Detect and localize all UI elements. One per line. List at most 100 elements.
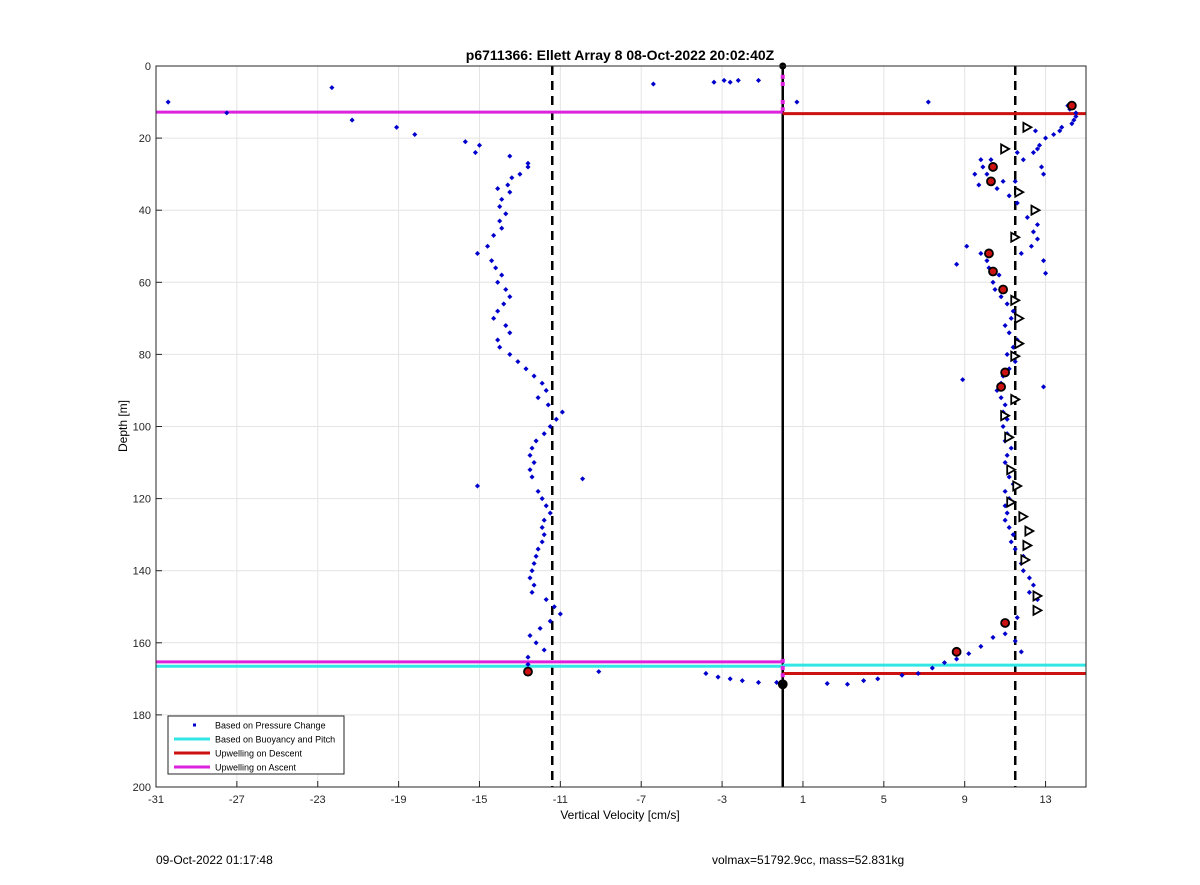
- data-point: [474, 250, 481, 257]
- legend-label: Based on Pressure Change: [215, 721, 326, 731]
- data-point: [551, 604, 557, 610]
- data-point: [507, 351, 513, 357]
- ascent-marker: [780, 82, 785, 87]
- data-point: [824, 680, 830, 687]
- triangle-marker: [1000, 142, 1011, 155]
- zero-line-marker: [779, 680, 787, 688]
- data-point: [1006, 474, 1012, 480]
- descent-marker: [1066, 100, 1077, 111]
- data-point: [1034, 146, 1041, 152]
- data-point: [507, 294, 513, 300]
- data-point: [1000, 423, 1006, 430]
- data-point: [899, 672, 905, 678]
- x-tick-label: 5: [881, 794, 887, 806]
- x-tick-label: 1: [800, 794, 806, 806]
- ascent-marker: [780, 673, 785, 678]
- data-point: [497, 344, 503, 350]
- data-point: [1024, 214, 1030, 220]
- data-point: [509, 175, 515, 181]
- data-point: [1006, 330, 1012, 336]
- data-point: [972, 171, 978, 177]
- upwelling-lines: [156, 74, 1086, 678]
- data-point: [497, 218, 503, 224]
- triangle-marker: [1004, 431, 1016, 444]
- data-point: [547, 618, 553, 624]
- triangle-marker: [1006, 463, 1018, 476]
- data-point: [394, 124, 400, 130]
- legend: Based on Pressure Change Based on Buoyanc…: [167, 715, 345, 775]
- descent-marker: [523, 666, 533, 677]
- data-point: [1034, 222, 1041, 228]
- data-point: [929, 665, 935, 671]
- data-point: [1038, 164, 1045, 170]
- data-point: [495, 279, 501, 285]
- y-tick-label: 0: [145, 61, 151, 73]
- data-point: [515, 359, 521, 365]
- data-point: [1012, 546, 1018, 552]
- data-point: [412, 131, 418, 138]
- data-point: [998, 395, 1004, 401]
- data-point: [1004, 301, 1010, 307]
- data-point: [495, 337, 501, 343]
- data-point: [529, 568, 535, 574]
- data-point: [527, 452, 533, 458]
- data-point: [1030, 149, 1036, 156]
- data-point: [1057, 128, 1063, 134]
- data-point: [875, 676, 881, 682]
- y-tick-label: 180: [133, 710, 151, 722]
- data-point: [1051, 131, 1057, 138]
- descent-marker: [986, 176, 996, 187]
- data-point: [1002, 517, 1008, 523]
- x-tick-label: -23: [310, 794, 326, 806]
- data-point: [533, 438, 539, 444]
- triangle-marker: [1014, 337, 1026, 350]
- descent-marker: [988, 266, 998, 277]
- data-point: [472, 149, 478, 156]
- data-point: [941, 660, 948, 666]
- descent-marker: [1000, 618, 1011, 628]
- y-tick-label: 80: [139, 349, 151, 361]
- data-point: [755, 679, 762, 686]
- data-point: [224, 110, 230, 116]
- data-point: [537, 625, 543, 631]
- data-point: [539, 539, 545, 545]
- data-point: [499, 272, 505, 278]
- data-point: [1008, 315, 1014, 321]
- data-point: [495, 308, 501, 314]
- ascent-marker: [780, 658, 785, 663]
- triangle-marker: [1018, 510, 1030, 523]
- data-point: [559, 409, 565, 415]
- data-point: [1020, 157, 1026, 163]
- data-point: [1071, 117, 1077, 123]
- data-point: [1043, 135, 1049, 141]
- data-point: [1012, 638, 1018, 644]
- data-point: [529, 589, 535, 595]
- descent-marker: [988, 162, 998, 172]
- data-point: [497, 204, 503, 210]
- chart-title: p6711366: Ellett Array 8 08-Oct-2022 20:…: [466, 47, 775, 63]
- data-point: [517, 171, 523, 177]
- data-point: [491, 315, 497, 321]
- footer-timestamp: 09-Oct-2022 01:17:48: [156, 853, 273, 867]
- x-tick-label: -31: [148, 794, 164, 806]
- y-tick-label: 200: [133, 782, 151, 794]
- triangle-marker: [1010, 294, 1022, 307]
- y-tick-label: 100: [133, 422, 151, 434]
- triangle-marker: [1022, 121, 1034, 134]
- triangle-marker: [1010, 350, 1022, 363]
- x-axis-ticks: -31 -27 -23 -19 -15 -11 -7 -3 1 5 9 13: [148, 781, 1052, 806]
- legend-label: Upwelling on Descent: [215, 749, 303, 759]
- y-tick-label: 120: [133, 494, 151, 506]
- x-tick-label: 9: [962, 794, 968, 806]
- data-point: [501, 301, 507, 307]
- data-point: [844, 681, 850, 687]
- data-point: [1014, 615, 1020, 621]
- data-point: [533, 553, 539, 559]
- legend-label: Upwelling on Ascent: [215, 763, 297, 773]
- data-point: [1028, 243, 1034, 249]
- data-point: [596, 669, 602, 675]
- data-point: [547, 510, 553, 516]
- data-point: [1036, 142, 1043, 148]
- x-tick-label: -3: [717, 794, 727, 806]
